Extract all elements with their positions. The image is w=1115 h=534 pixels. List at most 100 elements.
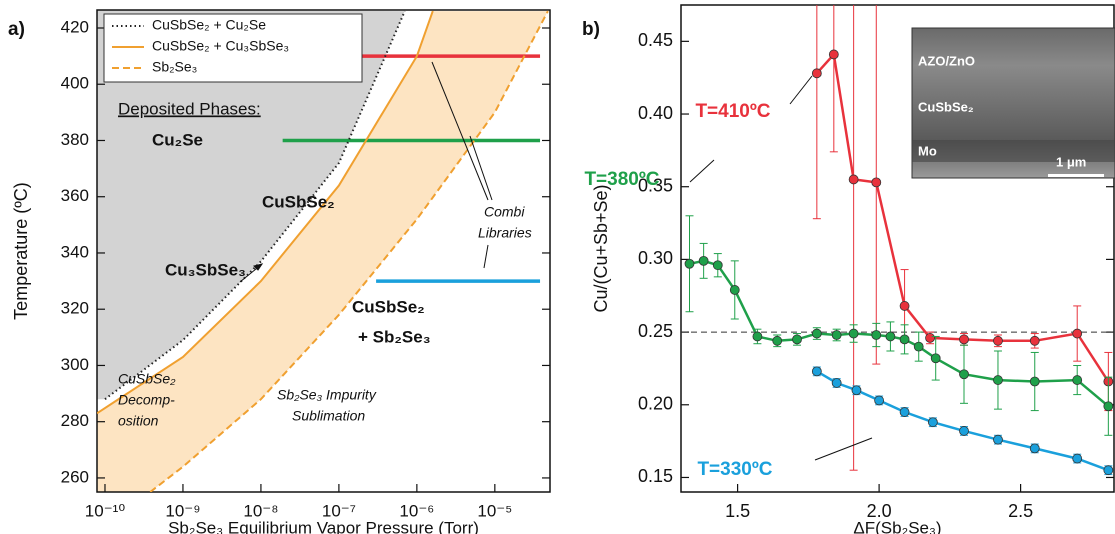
annotation: Libraries	[478, 225, 532, 241]
annotation: CuSbSe₂	[352, 297, 425, 316]
scale-bar	[1048, 174, 1104, 177]
point	[1103, 401, 1114, 412]
x-tick-label: 10⁻¹⁰	[85, 501, 126, 520]
y-tick-label: 0.20	[638, 394, 673, 414]
legend-label: CuSbSe₂ + Cu₃SbSe₃	[152, 38, 289, 54]
y-tick-label: 0.25	[638, 321, 673, 341]
x-tick-label: 1.5	[725, 501, 750, 521]
annotation: osition	[118, 413, 159, 429]
point	[792, 334, 802, 345]
y-tick-label: 0.30	[638, 248, 673, 268]
inset: AZO/ZnO CuSbSe₂ Mo 1 μm	[911, 27, 1115, 179]
point	[913, 341, 924, 352]
y-tick-label: 360	[61, 186, 89, 205]
point	[1072, 453, 1083, 464]
point	[899, 407, 910, 417]
point	[871, 330, 882, 340]
region-fill	[97, 10, 405, 400]
annotation: CuSbSe₂	[118, 371, 176, 387]
annotation: Sb₂Se₃ Impurity	[277, 387, 377, 403]
legend-box	[103, 13, 363, 83]
point	[959, 369, 969, 380]
inset-label: AZO/ZnO	[918, 53, 975, 68]
x-axis-label: Sb₂Se₃ Equilibrium Vapor Pressure (Torr)	[168, 518, 479, 534]
leader	[483, 244, 489, 269]
point	[848, 174, 859, 185]
leader-lines	[239, 61, 493, 283]
series-label: T=410ºC	[695, 101, 770, 122]
y-tick-label: 300	[61, 355, 89, 374]
point	[1029, 443, 1040, 454]
plot-frame	[680, 4, 1115, 493]
point	[1072, 328, 1083, 339]
point	[1072, 375, 1083, 385]
point	[811, 366, 822, 377]
inset-label: Mo	[918, 143, 937, 158]
plot-frame	[96, 9, 551, 493]
point	[959, 334, 969, 345]
point	[698, 255, 709, 266]
point	[993, 434, 1003, 445]
label-leaders	[689, 75, 873, 461]
inset-layer	[912, 140, 1115, 162]
y-tick-label: 400	[61, 74, 89, 93]
point	[712, 260, 723, 271]
region-fill	[97, 11, 548, 492]
point	[729, 285, 740, 295]
leader	[469, 135, 493, 201]
point	[993, 375, 1003, 385]
point	[1029, 376, 1040, 387]
leader	[814, 437, 873, 461]
point	[851, 385, 862, 396]
point	[811, 68, 822, 79]
y-tick-label: 420	[61, 17, 89, 36]
series-line	[149, 10, 549, 492]
annotation: + Sb₂Se₃	[358, 327, 431, 346]
plots: 260 280 300 320 340 360 380 400 420 10⁻¹⁰ 10⁻⁹ 10⁻⁸…	[11, 4, 1115, 534]
point	[899, 334, 910, 345]
annotation: Combi	[484, 204, 525, 220]
x-tick-label: 2.5	[1008, 501, 1033, 521]
point	[885, 331, 896, 342]
legend-label: CuSbSe₂ + Cu₂Se	[152, 17, 266, 33]
point	[1103, 465, 1114, 476]
point	[959, 426, 969, 436]
annotation: Decomp-	[118, 392, 175, 408]
x-tick-label: 2.0	[867, 501, 892, 521]
panel-label: b)	[582, 19, 600, 40]
x-tick-label: 10⁻⁵	[477, 501, 512, 520]
annotation: Deposited Phases:	[118, 99, 261, 118]
point	[874, 395, 885, 406]
x-tick-label: 10⁻⁸	[243, 501, 278, 520]
inset-label: 1 μm	[1056, 154, 1086, 169]
point	[848, 328, 859, 339]
series-line	[816, 370, 1109, 472]
annotation: Cu₃SbSe₃	[165, 260, 246, 279]
x-tick-label: 10⁻⁹	[165, 501, 200, 520]
y-tick-label: 0.35	[638, 175, 673, 195]
point	[752, 331, 763, 342]
y-tick-label: 320	[61, 299, 89, 318]
point	[899, 301, 910, 311]
annotation: Sublimation	[292, 408, 365, 424]
annotation: Cu₂Se	[152, 130, 203, 149]
point	[930, 353, 941, 364]
point	[1029, 335, 1040, 346]
leader	[431, 61, 489, 201]
point	[925, 333, 935, 343]
series-line	[689, 259, 1110, 408]
x-tick-label: 10⁻⁶	[399, 501, 434, 520]
y-axis-label: Temperature (ºC)	[11, 182, 31, 320]
series-line	[97, 10, 434, 415]
x-axis-label: ΔF(Sb₂Se₃)	[853, 518, 941, 534]
panel-label: a)	[8, 19, 25, 40]
y-tick-label: 0.45	[638, 30, 673, 50]
point	[684, 258, 695, 269]
arrow-head	[253, 263, 264, 271]
y-tick-label: 0.40	[638, 103, 673, 123]
point	[828, 49, 839, 60]
legend-label: Sb₂Se₃	[152, 59, 197, 75]
y-tick-label: 340	[61, 242, 89, 261]
leader	[789, 75, 813, 105]
